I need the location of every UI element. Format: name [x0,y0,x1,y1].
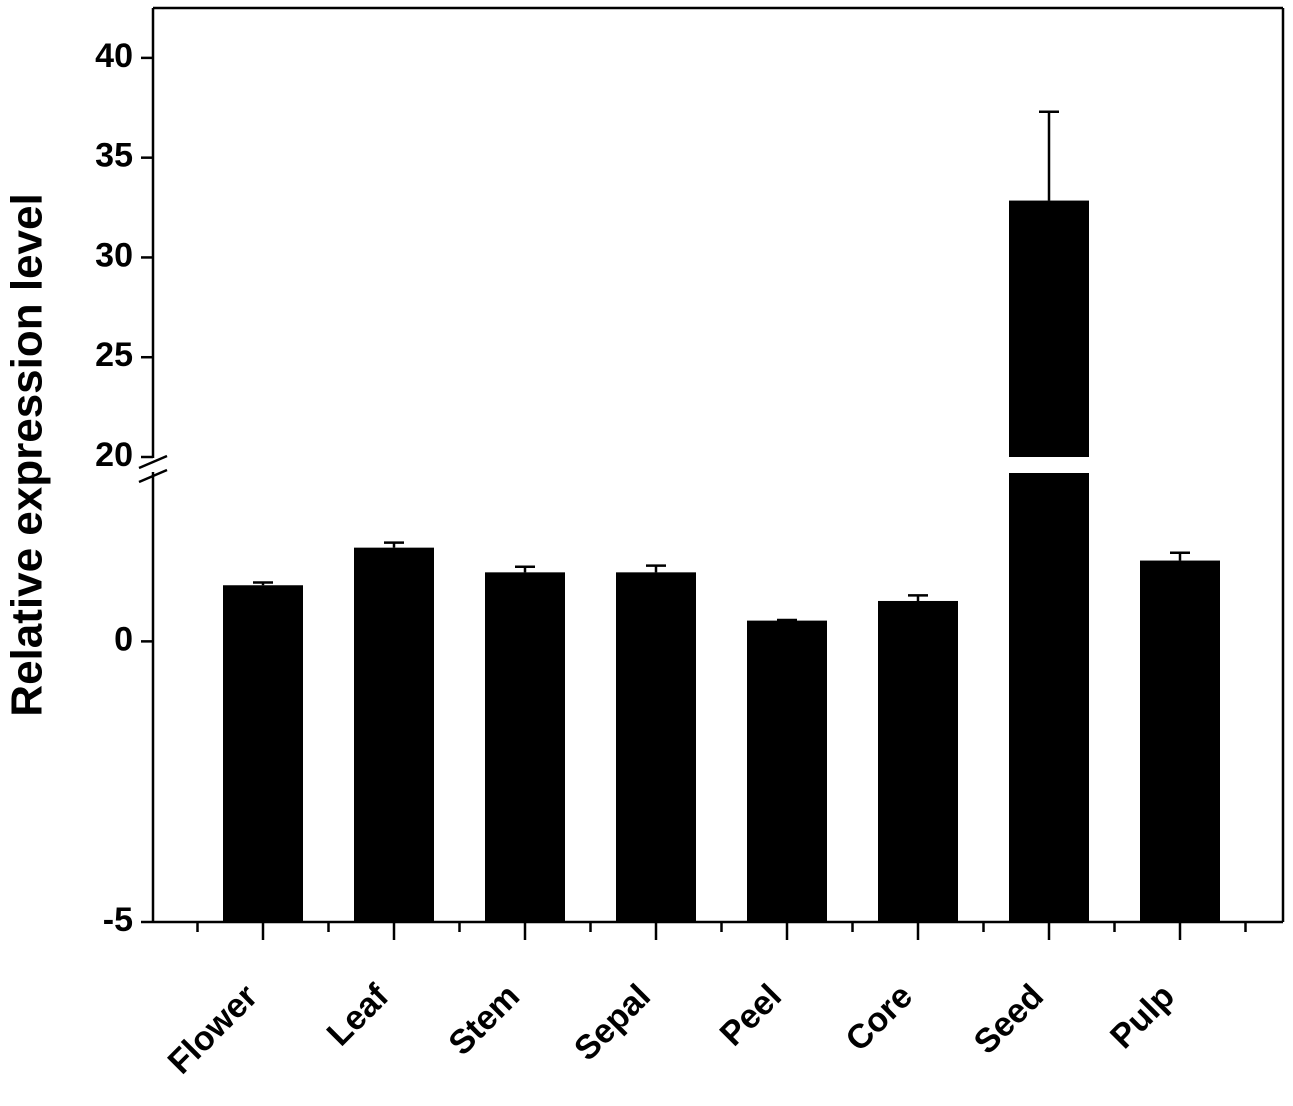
bar [616,572,696,922]
x-tick-label: Stem [441,977,527,1063]
error-bar [1170,551,1190,561]
error-bar [777,618,797,622]
y-tick-label: 20 [95,436,133,474]
error-bar [908,594,928,601]
y-tick-label: 0 [114,620,133,658]
bar [223,585,303,922]
axis-break [138,468,168,484]
axis-break [138,454,168,470]
error-bar [1039,110,1059,201]
y-tick-label: 40 [95,37,133,75]
bar [354,547,434,922]
x-tick-label: Flower [161,977,265,1081]
error-bar [384,541,404,548]
bar [485,572,565,922]
y-tick-label: -5 [103,901,133,939]
error-bar [515,565,535,573]
bar [1140,560,1220,922]
plot-frame [151,6,1285,924]
x-tick-label: Core [838,977,920,1059]
x-tick-label: Seed [967,977,1051,1061]
error-bar [646,564,666,573]
y-tick-label: 35 [95,137,133,175]
x-tick-label: Peel [713,977,789,1053]
y-tick-label: 30 [95,236,133,274]
bar [1009,200,1089,457]
bar [1009,473,1089,922]
x-tick-label: Pulp [1103,977,1182,1056]
x-tick-label: Leaf [320,977,397,1054]
x-tick-label: Sepal [567,977,658,1068]
y-axis-label: Relative expression level [3,193,52,716]
y-tick-label: 25 [95,336,133,374]
error-bar [253,581,273,586]
bar [878,600,958,922]
bar [747,620,827,922]
